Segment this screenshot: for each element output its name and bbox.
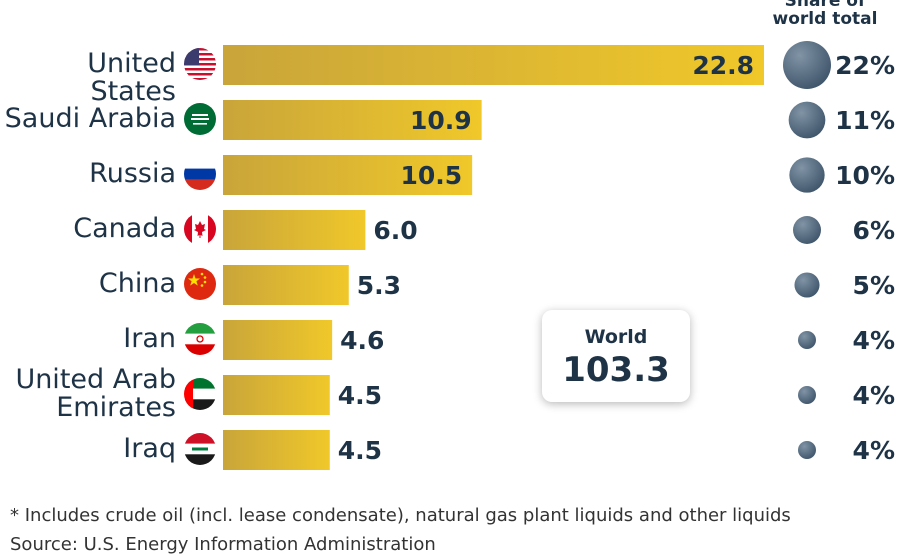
- share-bubble-iran: [798, 331, 816, 349]
- russia-flag-icon: [184, 158, 216, 190]
- china-flag-icon: [184, 268, 216, 300]
- share-label-united-states: 22%: [835, 51, 895, 80]
- value-label-iraq: 4.5: [338, 436, 382, 465]
- share-label-china: 5%: [853, 271, 895, 300]
- share-bubble-iraq: [798, 441, 816, 459]
- share-label-iraq: 4%: [853, 436, 895, 465]
- footnote: * Includes crude oil (incl. lease conden…: [10, 505, 791, 526]
- bar-united-arab-emirates: [223, 375, 330, 415]
- value-label-china: 5.3: [357, 271, 401, 300]
- share-bubble-russia: [789, 157, 825, 193]
- value-label-united-states: 22.8: [692, 51, 754, 80]
- share-bubble-canada: [793, 216, 821, 244]
- world-total-value: 103.3: [562, 350, 670, 390]
- uae-flag-icon: [184, 378, 216, 410]
- country-label-russia: Russia: [89, 158, 176, 189]
- country-label-canada: Canada: [73, 213, 176, 244]
- share-bubbles-layer: 22% 11% 10% 6% 5% 4% 4% 4%: [783, 41, 895, 465]
- country-label-uae: United Arab Emirates: [15, 364, 176, 423]
- iraq-flag-icon: [184, 433, 216, 465]
- world-total-label: World: [584, 326, 648, 348]
- share-bubble-saudi-arabia: [788, 101, 826, 139]
- country-label-china: China: [98, 268, 176, 299]
- source-note: Source: U.S. Energy Information Administ…: [10, 534, 436, 555]
- value-label-united-arab-emirates: 4.5: [338, 381, 382, 410]
- country-label-iraq: Iraq: [123, 433, 176, 464]
- value-label-russia: 10.5: [400, 161, 462, 190]
- bar-iran: [223, 320, 333, 360]
- bar-canada: [223, 210, 366, 250]
- saudi-arabia-flag-icon: [184, 103, 216, 135]
- bar-china: [223, 265, 349, 305]
- world-total-box: World 103.3: [542, 310, 690, 402]
- iran-flag-icon: [184, 323, 216, 355]
- bars-layer: 22.8 10.9 10.5 6.0 5.3 4.6 4.5 4.5: [223, 45, 764, 470]
- share-bubble-united-arab-emirates: [798, 386, 816, 404]
- share-label-iran: 4%: [853, 326, 895, 355]
- share-bubble-china: [794, 272, 820, 298]
- country-label-united-states: United States: [87, 48, 176, 107]
- canada-flag-icon: [184, 213, 216, 245]
- bar-iraq: [223, 430, 330, 470]
- us-flag-icon: [184, 48, 216, 80]
- share-bubble-united-states: [783, 41, 831, 89]
- share-label-saudi-arabia: 11%: [835, 106, 895, 135]
- share-label-russia: 10%: [835, 161, 895, 190]
- bar-russia: [223, 155, 473, 195]
- value-label-iran: 4.6: [340, 326, 384, 355]
- share-label-canada: 6%: [853, 216, 895, 245]
- value-label-saudi-arabia: 10.9: [410, 106, 472, 135]
- share-label-united-arab-emirates: 4%: [853, 381, 895, 410]
- bar-united-states: [223, 45, 764, 85]
- bar-saudi-arabia: [223, 100, 482, 140]
- country-label-saudi-arabia: Saudi Arabia: [4, 103, 176, 134]
- value-label-canada: 6.0: [373, 216, 417, 245]
- share-column-header: Share of world total: [772, 0, 878, 29]
- country-label-iran: Iran: [123, 323, 176, 354]
